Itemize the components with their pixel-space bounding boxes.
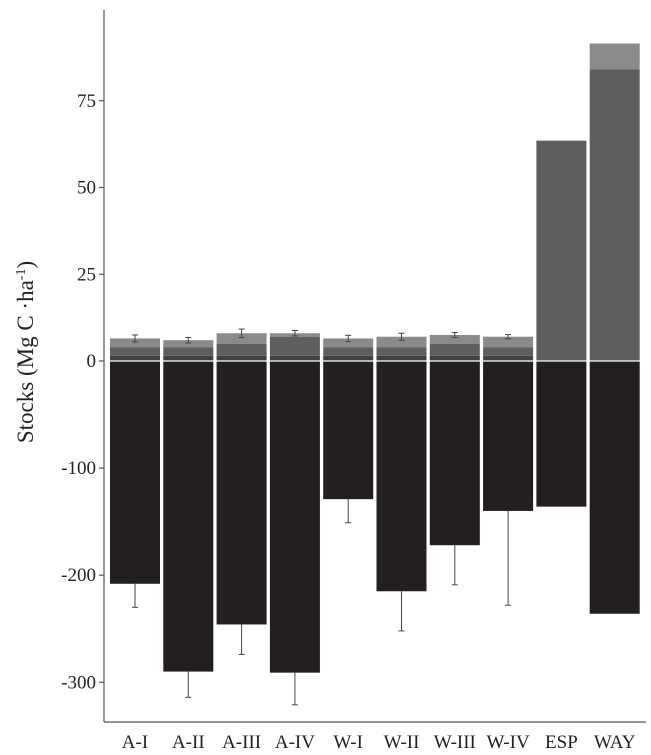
bar-segment-dark	[163, 355, 214, 361]
bar-negative	[536, 361, 587, 507]
bar-negative	[483, 361, 534, 511]
bar-segment-mid	[269, 336, 320, 356]
bar-segment-mid	[323, 347, 374, 356]
y-tick-label: 50	[77, 178, 96, 199]
bar-negative	[376, 361, 427, 592]
y-tick-label: -200	[61, 565, 96, 586]
bar-segment-mid	[536, 140, 587, 361]
bar-negative	[163, 361, 214, 672]
bar-segment-light	[216, 333, 267, 344]
x-tick-label: A-III	[222, 732, 261, 753]
y-axis: 75 50 25 0 -100 -200 -300	[61, 10, 105, 722]
bar-segment-light	[483, 336, 534, 348]
bar-segment-light	[376, 336, 427, 348]
x-tick-label: A-II	[172, 732, 205, 753]
y-tick-label: 75	[77, 91, 96, 112]
bar-segment-light	[110, 338, 160, 348]
y-axis-label-sup: -1	[14, 269, 29, 281]
bar-segment-mid	[589, 69, 640, 362]
bar-segment-light	[163, 340, 214, 348]
bar-segment-mid	[163, 347, 214, 356]
bar-segment-light	[323, 338, 374, 348]
x-tick-label: W-II	[384, 732, 420, 753]
y-axis-label-main: Stocks (Mg C ·ha	[13, 280, 38, 443]
bar-segment-mid	[110, 347, 160, 356]
bar-segment-dark	[110, 355, 160, 361]
x-tick-label: A-IV	[275, 732, 315, 753]
y-tick-label: 0	[87, 351, 97, 372]
x-axis: A-I A-II A-III A-IV W-I W-II W-III W-IV ESP WAY	[104, 721, 646, 753]
y-axis-label-close: )	[13, 261, 38, 269]
error-bars	[107, 328, 644, 706]
bar-segment-light	[429, 334, 480, 344]
bar-segment-dark	[483, 355, 534, 361]
bar-segment-mid	[216, 343, 267, 356]
bar-segment-dark	[429, 355, 480, 361]
y-axis-label: Stocks (Mg C ·ha-1)	[13, 261, 38, 443]
y-tick-label: 25	[77, 264, 96, 285]
x-tick-label: A-I	[122, 732, 148, 753]
bar-negative	[323, 361, 374, 500]
bar-segment-mid	[429, 343, 480, 356]
bar-segment-dark	[216, 355, 267, 361]
bar-negative	[429, 361, 480, 546]
bar-negative	[216, 361, 267, 625]
bar-segment-dark	[376, 355, 427, 361]
bar-negative	[589, 361, 640, 614]
x-tick-label: WAY	[594, 732, 636, 753]
x-tick-label: ESP	[545, 732, 578, 753]
bars	[110, 43, 640, 673]
bar-segment-mid	[376, 347, 427, 356]
bar-segment-dark	[323, 355, 374, 361]
y-tick-label: -300	[61, 672, 96, 693]
x-tick-label: W-III	[434, 732, 476, 753]
bar-segment-dark	[269, 355, 320, 361]
bar-negative	[269, 361, 320, 673]
x-tick-label: W-I	[333, 732, 363, 753]
y-tick-label: -100	[61, 458, 96, 479]
bar-segment-light	[589, 43, 640, 70]
bar-negative	[110, 361, 160, 584]
x-tick-label: W-IV	[486, 732, 530, 753]
bar-segment-mid	[483, 347, 534, 356]
